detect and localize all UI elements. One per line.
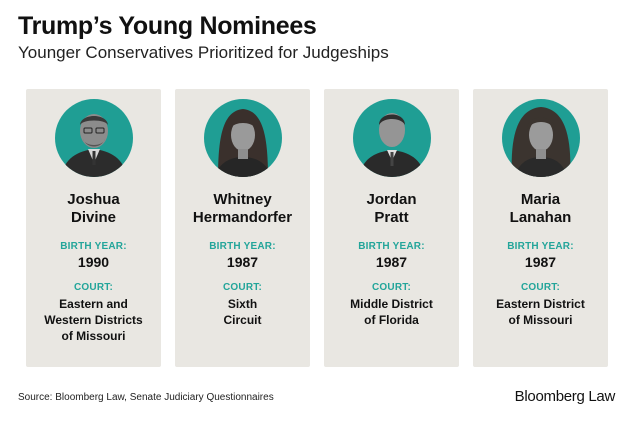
court-line: Eastern and [59,297,128,311]
court-line: Western Districts [44,313,143,327]
nominee-first-name: Joshua [67,191,120,208]
birth-year-value: 1987 [375,254,408,270]
brand-logo: Bloomberg Law [514,388,616,405]
birth-year-label: BIRTH YEAR: [358,241,425,252]
court-value: Sixth Circuit [175,296,310,328]
birth-year-value: 1987 [226,254,259,270]
birth-year-label: BIRTH YEAR: [60,241,127,252]
page-title: Trump’s Young Nominees [18,12,317,40]
birth-year-label: BIRTH YEAR: [507,241,574,252]
nominee-card: Maria Lanahan BIRTH YEAR: 1987 COURT: Ea… [473,89,608,367]
birth-year-value: 1987 [524,254,557,270]
nominee-photo [502,99,580,177]
birth-year-value: 1990 [77,254,110,270]
court-line: Sixth [227,297,258,311]
birth-year-label: BIRTH YEAR: [209,241,276,252]
nominee-first-name: Whitney [213,191,272,208]
court-line: of Missouri [61,329,126,343]
nominee-card: Joshua Divine BIRTH YEAR: 1990 COURT: Ea… [26,89,161,367]
nominee-last-name: Divine [70,209,116,226]
nominee-photo [55,99,133,177]
nominee-card: Whitney Hermandorfer BIRTH YEAR: 1987 CO… [175,89,310,367]
nominee-first-name: Maria [520,191,561,208]
nominee-name: Whitney Hermandorfer [175,191,310,227]
nominee-name: Maria Lanahan [473,191,608,227]
court-value: Eastern and Western Districts of Missour… [26,296,161,344]
court-value: Middle District of Florida [324,296,459,328]
court-line: Eastern District [496,297,585,311]
nominee-last-name: Pratt [374,209,409,226]
source-note: Source: Bloomberg Law, Senate Judiciary … [18,392,274,403]
court-line: Middle District [350,297,433,311]
page-subtitle: Younger Conservatives Prioritized for Ju… [18,43,389,62]
nominee-last-name: Lanahan [509,209,572,226]
court-label: COURT: [521,282,560,293]
nominee-photo [353,99,431,177]
court-line: Circuit [223,313,262,327]
nominee-last-name: Hermandorfer [192,209,293,226]
nominee-photo [204,99,282,177]
court-value: Eastern District of Missouri [473,296,608,328]
nominee-first-name: Jordan [366,191,417,208]
nominee-name: Jordan Pratt [324,191,459,227]
court-label: COURT: [223,282,262,293]
nominee-name: Joshua Divine [26,191,161,227]
court-line: of Missouri [508,313,573,327]
court-label: COURT: [372,282,411,293]
court-label: COURT: [74,282,113,293]
court-line: of Florida [364,313,419,327]
nominee-cards: Joshua Divine BIRTH YEAR: 1990 COURT: Ea… [26,89,608,367]
nominee-card: Jordan Pratt BIRTH YEAR: 1987 COURT: Mid… [324,89,459,367]
